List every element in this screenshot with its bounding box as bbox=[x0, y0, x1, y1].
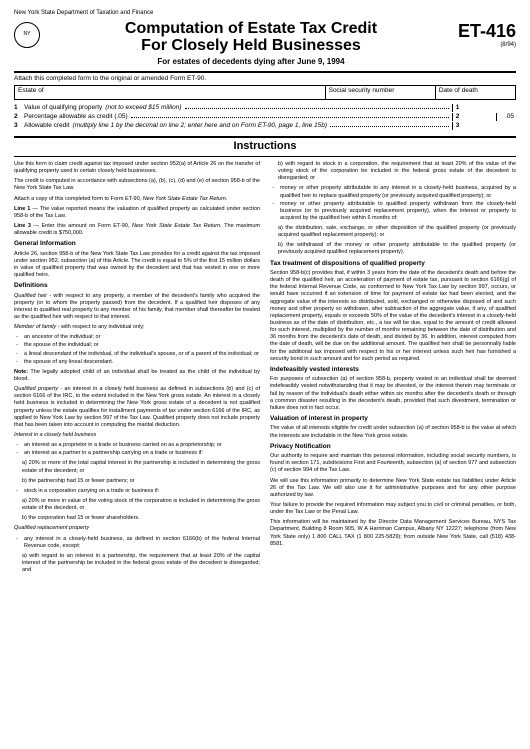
identity-table: Estate of Social security number Date of… bbox=[14, 85, 516, 100]
state-seal-icon: NY bbox=[14, 22, 40, 48]
ssn-cell[interactable]: Social security number bbox=[325, 85, 435, 99]
line-1-ref: 1 bbox=[452, 104, 462, 112]
leader-dots bbox=[330, 123, 449, 127]
sub-item: a) the distribution, sale, exchange, or … bbox=[270, 225, 516, 239]
line-2-number: 2 bbox=[14, 113, 24, 121]
sub-item: b) the corporation had 15 or fewer share… bbox=[14, 515, 260, 522]
interest-list: an interest as a proprietor in a trade o… bbox=[14, 442, 260, 457]
line-1-label: Value of qualifying property bbox=[24, 104, 102, 112]
list-item: money or other property attributable to … bbox=[276, 185, 516, 199]
privacy-heading: Privacy Notification bbox=[270, 443, 516, 451]
line-3: 3 Allowable credit (multiply line 1 by t… bbox=[14, 122, 516, 130]
leader-dots bbox=[131, 114, 449, 118]
sub-item: b) the withdrawal of the money or other … bbox=[270, 242, 516, 256]
list-item: a lineal descendant of the individual, o… bbox=[20, 351, 260, 358]
para: Section 958-b(c) provides that, if withi… bbox=[270, 270, 516, 363]
list-item: the spouse of the individual; or bbox=[20, 342, 260, 349]
tax-treatment-heading: Tax treatment of dispositions of qualifi… bbox=[270, 260, 516, 268]
title-line-2: For Closely Held Businesses bbox=[46, 37, 456, 55]
computation-lines: 1 Value of qualifying property (not to e… bbox=[14, 104, 516, 130]
line-3-number: 3 bbox=[14, 122, 24, 130]
valuation-heading: Valuation of interest in property bbox=[270, 415, 516, 423]
sub-item: a) with regard to an interest in a partn… bbox=[14, 553, 260, 574]
sub-item: b) with regard to stock in a corporation… bbox=[270, 161, 516, 182]
note: Note: The legally adopted child of an in… bbox=[14, 369, 260, 383]
general-info-heading: General Information bbox=[14, 240, 260, 248]
attach-instruction: Attach this completed form to the origin… bbox=[14, 75, 516, 83]
line-2: 2 Percentage allowable as credit (.05) 2… bbox=[14, 113, 516, 121]
divider bbox=[14, 71, 516, 73]
line-2-cents: .05 bbox=[496, 113, 516, 121]
interest-list-2: stock in a corporation carrying on a tra… bbox=[14, 488, 260, 495]
header: NY Computation of Estate Tax Credit For … bbox=[14, 20, 516, 67]
subtitle: For estates of decedents dying after Jun… bbox=[46, 57, 456, 67]
para: This information will be maintained by t… bbox=[270, 519, 516, 548]
form-number: ET-416 bbox=[456, 20, 516, 43]
line-3-ref: 3 bbox=[452, 122, 462, 130]
para: Attach a copy of this completed form to … bbox=[14, 196, 260, 203]
line-2-label: Percentage allowable as credit (.05) bbox=[24, 113, 128, 121]
list-item: the spouse of any lineal descendant. bbox=[20, 359, 260, 366]
sub-item: a) 20% or more in value of the voting st… bbox=[14, 498, 260, 512]
revision: (8/94) bbox=[456, 42, 516, 50]
instructions-heading: Instructions bbox=[14, 136, 516, 157]
title-block: Computation of Estate Tax Credit For Clo… bbox=[46, 20, 456, 67]
estate-of-cell[interactable]: Estate of bbox=[15, 85, 326, 99]
agency-line: New York State Department of Taxation an… bbox=[14, 10, 516, 18]
line-3-label: Allowable credit bbox=[24, 122, 70, 130]
sub-item: a) 20% or more of the total capital inte… bbox=[14, 460, 260, 474]
indefeasibly-heading: Indefeasibly vested interests bbox=[270, 366, 516, 374]
para: Member of family - with respect to any i… bbox=[14, 324, 260, 331]
qrp-list: any interest in a closely-held business,… bbox=[14, 536, 260, 550]
para: Qualified property - an interest in a cl… bbox=[14, 386, 260, 429]
interest-heading: Interest in a closely held business bbox=[14, 432, 260, 439]
line-1: 1 Value of qualifying property (not to e… bbox=[14, 104, 516, 112]
line-1-note: (not to exceed $15 million) bbox=[105, 104, 181, 112]
para: Line 3 — Enter this amount on Form ET-90… bbox=[14, 223, 260, 237]
right-column: b) with regard to stock in a corporation… bbox=[270, 161, 516, 577]
list-item: any interest in a closely-held business,… bbox=[20, 536, 260, 550]
para: The value of all interests eligible for … bbox=[270, 425, 516, 439]
qrp-heading: Qualified replacement property bbox=[14, 525, 260, 532]
qrp-list-cont: money or other property attributable to … bbox=[270, 185, 516, 222]
form-number-block: ET-416 (8/94) bbox=[456, 20, 516, 50]
para: For purposes of subsection (a) of sectio… bbox=[270, 376, 516, 412]
para: Line 1 — The value reported means the va… bbox=[14, 206, 260, 220]
para: The credit is computed in accordance wit… bbox=[14, 178, 260, 192]
list-item: stock in a corporation carrying on a tra… bbox=[20, 488, 260, 495]
instructions-columns: Use this form to claim credit against ta… bbox=[14, 161, 516, 577]
leader-dots bbox=[185, 105, 449, 109]
para: Article 26, section 958-b of the New Yor… bbox=[14, 251, 260, 280]
para: Your failure to provide the required inf… bbox=[270, 502, 516, 516]
line-1-number: 1 bbox=[14, 104, 24, 112]
para: Our authority to require and maintain th… bbox=[270, 453, 516, 474]
para: Use this form to claim credit against ta… bbox=[14, 161, 260, 175]
sub-item: b) the partnership had 15 or fewer partn… bbox=[14, 478, 260, 485]
line-2-ref: 2 bbox=[452, 113, 462, 121]
line-3-note: (multiply line 1 by the decimal on line … bbox=[73, 122, 328, 130]
definitions-heading: Definitions bbox=[14, 282, 260, 290]
dod-cell[interactable]: Date of death bbox=[435, 85, 515, 99]
member-family-list: an ancestor of the individual; or the sp… bbox=[14, 334, 260, 366]
list-item: money or other property attributable to … bbox=[276, 201, 516, 222]
list-item: an ancestor of the individual; or bbox=[20, 334, 260, 341]
para: We will use this information primarily t… bbox=[270, 478, 516, 499]
list-item: an interest as a partner in a partnershi… bbox=[20, 450, 260, 457]
left-column: Use this form to claim credit against ta… bbox=[14, 161, 260, 577]
title-line-1: Computation of Estate Tax Credit bbox=[46, 20, 456, 38]
list-item: an interest as a proprietor in a trade o… bbox=[20, 442, 260, 449]
para: Qualified heir - with respect to any pro… bbox=[14, 293, 260, 322]
